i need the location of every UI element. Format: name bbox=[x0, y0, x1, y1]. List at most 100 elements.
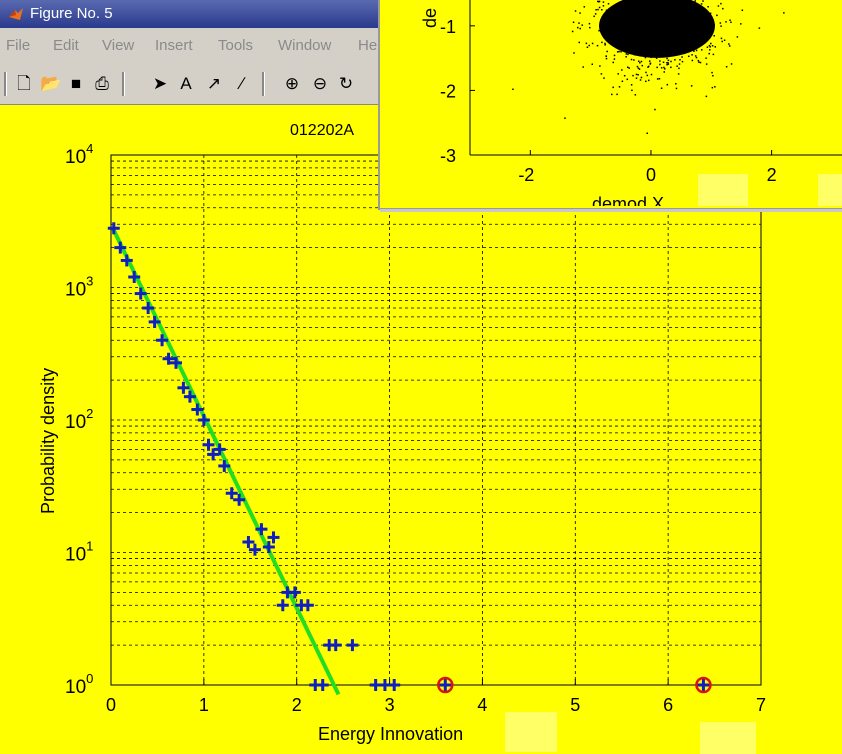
scatter-point bbox=[624, 18, 627, 20]
scatter-point bbox=[612, 86, 614, 89]
scatter-point bbox=[650, 29, 653, 31]
scatter-point bbox=[654, 54, 657, 57]
scatter-point bbox=[698, 61, 700, 63]
scatter-point bbox=[638, 24, 640, 26]
data-point bbox=[248, 543, 261, 556]
y-tick-label: 103 bbox=[65, 274, 93, 301]
open-folder-icon[interactable]: 📂 bbox=[40, 74, 62, 93]
inset-x-tick-label: 0 bbox=[646, 165, 656, 185]
x-tick-label: 2 bbox=[292, 695, 302, 715]
scatter-point bbox=[640, 41, 643, 44]
scatter-point bbox=[627, 20, 630, 22]
scatter-point bbox=[676, 32, 679, 35]
scatter-point bbox=[758, 27, 761, 29]
menu-window[interactable]: Window bbox=[278, 37, 332, 54]
scatter-point bbox=[653, 18, 656, 21]
data-point bbox=[267, 531, 280, 544]
scatter-point bbox=[680, 6, 683, 9]
scatter-point bbox=[648, 45, 650, 48]
scatter-point bbox=[691, 54, 693, 56]
menu-view[interactable]: View bbox=[102, 37, 135, 54]
scatter-point bbox=[651, 20, 654, 23]
scatter-point bbox=[626, 32, 629, 35]
scatter-point bbox=[663, 33, 666, 36]
save-icon[interactable]: ■ bbox=[70, 74, 82, 93]
scatter-point bbox=[650, 56, 652, 59]
scatter-point bbox=[686, 12, 689, 15]
data-point bbox=[346, 639, 359, 652]
scatter-point bbox=[736, 36, 739, 38]
scatter-point bbox=[582, 66, 584, 68]
scatter-point bbox=[656, 1, 658, 3]
scatter-point bbox=[617, 45, 620, 48]
menu-tools[interactable]: Tools bbox=[218, 37, 254, 54]
scatter-point bbox=[610, 31, 613, 33]
scatter-point bbox=[676, 17, 678, 19]
inset-y-tick-label: -3 bbox=[440, 146, 456, 166]
scatter-point bbox=[654, 108, 656, 111]
toolbar-grip bbox=[4, 72, 7, 96]
scatter-point bbox=[594, 13, 597, 15]
menu-help[interactable]: He bbox=[358, 37, 378, 54]
scatter-point bbox=[633, 53, 636, 56]
scatter-point bbox=[635, 28, 637, 31]
scatter-point bbox=[656, 8, 659, 11]
scatter-point bbox=[646, 13, 649, 16]
scatter-point bbox=[701, 49, 703, 51]
scatter-point bbox=[601, 41, 603, 44]
scatter-point bbox=[669, 23, 672, 26]
data-point bbox=[162, 352, 175, 365]
scatter-point bbox=[710, 17, 712, 19]
rotate-icon[interactable]: ↻ bbox=[338, 74, 354, 93]
scatter-point bbox=[671, 27, 674, 30]
menu-file[interactable]: File bbox=[6, 37, 31, 54]
text-icon[interactable]: A bbox=[180, 74, 192, 93]
scatter-point bbox=[612, 21, 615, 23]
scatter-point bbox=[666, 83, 669, 86]
scatter-point bbox=[671, 33, 673, 36]
scatter-point bbox=[663, 2, 666, 4]
menu-edit[interactable]: Edit bbox=[53, 37, 79, 54]
scatter-point bbox=[610, 6, 612, 9]
zoom-in-icon[interactable]: ⊕ bbox=[284, 74, 300, 93]
scatter-point bbox=[645, 4, 648, 6]
scatter-point bbox=[657, 3, 660, 5]
scatter-point bbox=[694, 35, 697, 37]
y-tick-label: 104 bbox=[65, 141, 93, 168]
scatter-point bbox=[717, 5, 720, 7]
scatter-point bbox=[610, 43, 612, 46]
scatter-point bbox=[591, 42, 594, 45]
scatter-point bbox=[626, 39, 629, 41]
scatter-point bbox=[619, 32, 621, 34]
scatter-point bbox=[669, 0, 672, 3]
scatter-point bbox=[670, 60, 672, 63]
menu-insert[interactable]: Insert bbox=[155, 37, 193, 54]
scatter-point bbox=[627, 42, 629, 45]
scatter-point bbox=[650, 5, 652, 7]
scatter-point bbox=[621, 31, 623, 33]
line-icon[interactable]: ∕ bbox=[240, 74, 244, 93]
scatter-point bbox=[682, 38, 685, 41]
scatter-point bbox=[644, 1, 647, 4]
arrow-icon[interactable]: ↗ bbox=[206, 74, 222, 93]
scatter-point bbox=[626, 13, 629, 16]
scatter-point bbox=[686, 7, 689, 9]
scatter-point bbox=[670, 37, 673, 39]
scatter-point bbox=[652, 52, 654, 54]
x-tick-label: 6 bbox=[663, 695, 673, 715]
scatter-point bbox=[648, 30, 651, 33]
scatter-point bbox=[617, 4, 620, 6]
scatter-point bbox=[653, 44, 655, 46]
print-icon[interactable]: ⎙ bbox=[95, 74, 109, 93]
scatter-point bbox=[700, 3, 703, 5]
scatter-point bbox=[672, 12, 674, 15]
title-bar[interactable]: Figure No. 5 bbox=[0, 0, 380, 28]
data-point bbox=[388, 679, 401, 691]
scatter-point bbox=[662, 33, 665, 35]
zoom-out-icon[interactable]: ⊖ bbox=[312, 74, 328, 93]
scatter-point bbox=[677, 30, 680, 32]
new-file-icon[interactable]: 🗋 bbox=[17, 74, 31, 93]
select-arrow-icon[interactable]: ➤ bbox=[152, 74, 168, 93]
scatter-point bbox=[621, 80, 624, 83]
scatter-point bbox=[657, 55, 659, 57]
